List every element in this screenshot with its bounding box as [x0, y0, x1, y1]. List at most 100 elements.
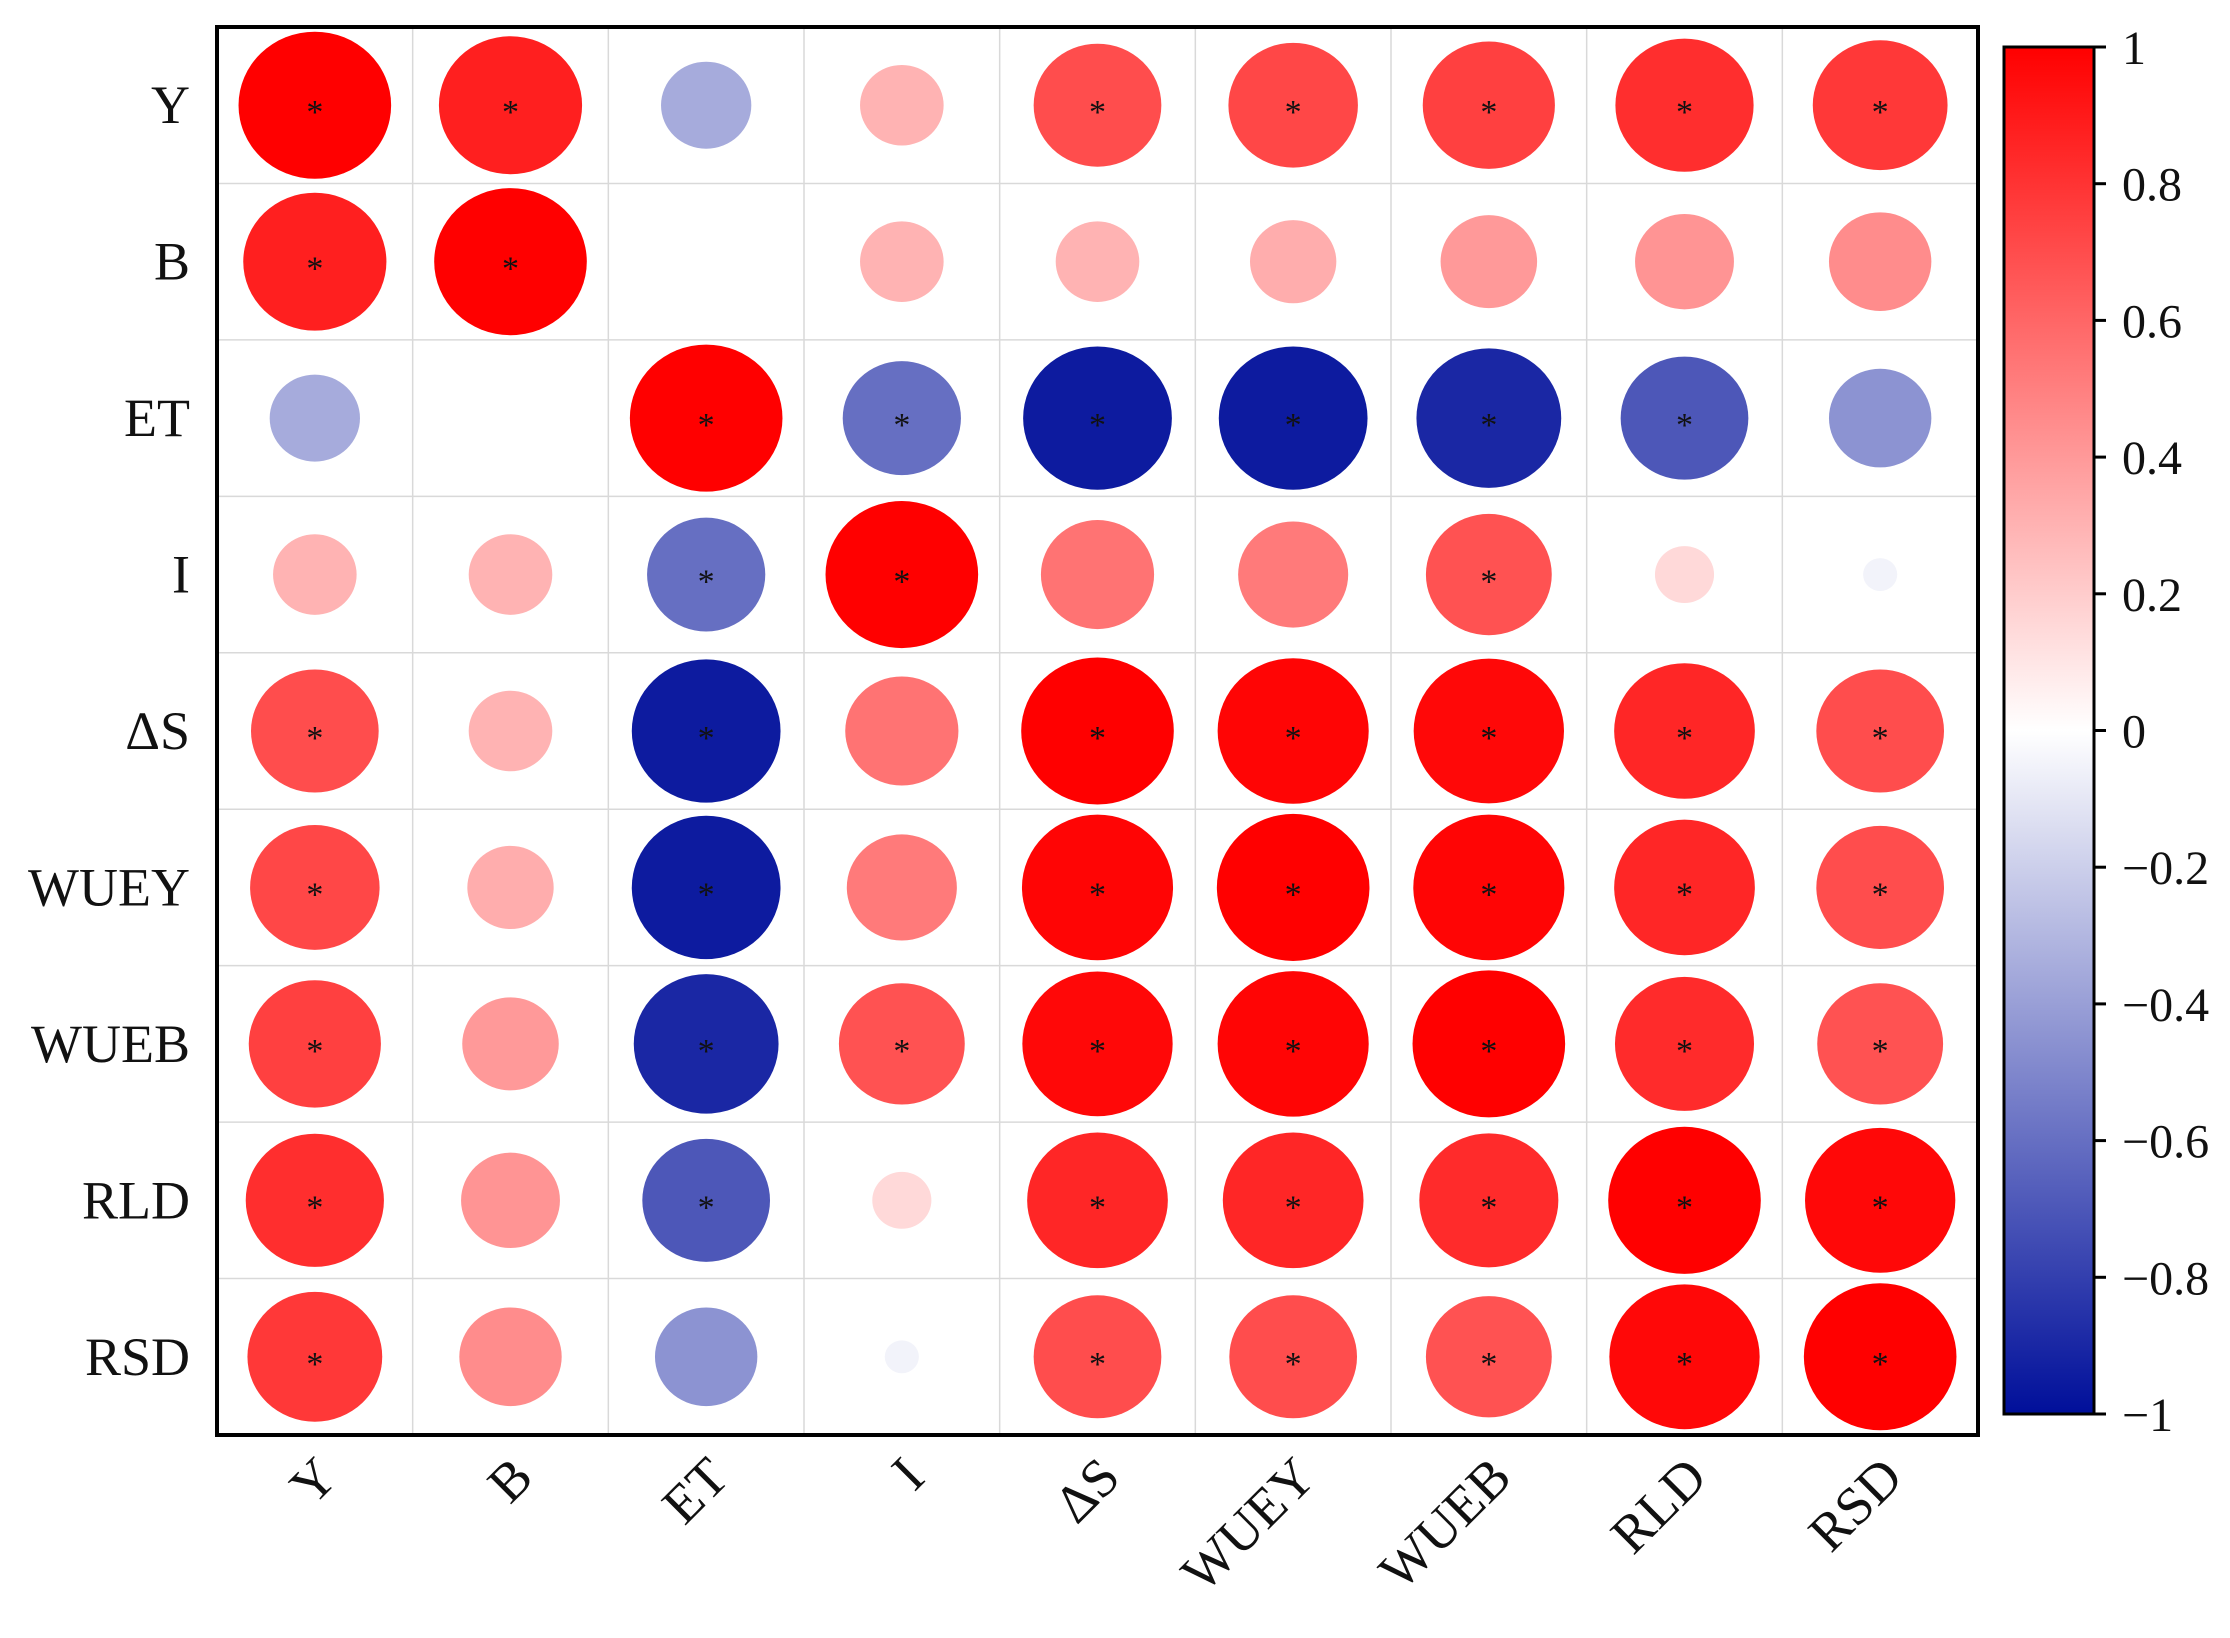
corr-circle-ΔS-ΔS	[1021, 657, 1174, 805]
significance-marker: *	[1480, 407, 1497, 444]
corr-circle-WUEY-B	[467, 845, 554, 930]
significance-marker: *	[1089, 1189, 1106, 1226]
significance-marker: *	[1872, 1346, 1889, 1383]
corr-circle-RSD-ET	[654, 1307, 758, 1407]
column-label: RSD	[1797, 1446, 1914, 1563]
corr-circle-ET-I	[842, 361, 961, 476]
significance-marker: *	[1676, 1346, 1693, 1383]
row-label: WUEB	[31, 1014, 190, 1074]
colorbar-tick-label: 0.4	[2122, 432, 2182, 485]
corr-circle-Y-WUEY	[1228, 42, 1358, 168]
significance-marker: *	[1089, 407, 1106, 444]
corr-circle-Y-ΔS	[1033, 43, 1162, 167]
significance-marker: *	[698, 1033, 715, 1070]
significance-marker: *	[306, 94, 323, 131]
colorbar-tick-label: 0	[2122, 706, 2146, 759]
column-label: B	[476, 1446, 544, 1514]
row-label: I	[172, 545, 190, 605]
significance-marker: *	[698, 720, 715, 757]
corr-circle-RSD-B	[459, 1307, 562, 1407]
significance-marker: *	[1676, 407, 1693, 444]
corr-circle-Y-RSD	[1812, 40, 1948, 171]
corr-circle-WUEB-ET	[633, 974, 779, 1114]
corr-circle-WUEY-ΔS	[1021, 814, 1174, 961]
significance-marker: *	[1872, 1033, 1889, 1070]
corr-circle-WUEY-ET	[631, 815, 781, 960]
significance-marker: *	[306, 1346, 323, 1383]
significance-marker: *	[1676, 1033, 1693, 1070]
corr-circle-ΔS-WUEB	[1413, 658, 1564, 804]
significance-marker: *	[1089, 1033, 1106, 1070]
significance-marker: *	[1480, 564, 1497, 601]
row-label: ΔS	[125, 701, 190, 761]
corr-circle-RLD-WUEY	[1222, 1132, 1364, 1269]
row-label: B	[154, 232, 190, 292]
significance-marker: *	[1480, 1189, 1497, 1226]
corr-circle-Y-Y	[238, 31, 392, 179]
corr-circle-RLD-ΔS	[1027, 1132, 1168, 1269]
corr-circle-WUEY-I	[846, 834, 957, 941]
column-label: WUEB	[1367, 1446, 1522, 1601]
corr-circle-WUEB-RSD	[1817, 983, 1944, 1105]
significance-marker: *	[1285, 720, 1302, 757]
colorbar-ticks: 1 0.8 0.6 0.4 0.2 0 −0.2 −0.4 −0.6 −0.8 −1	[2094, 22, 2209, 1442]
corr-circle-I-WUEY	[1238, 521, 1349, 628]
corr-circle-WUEY-WUEB	[1413, 814, 1565, 961]
significance-marker: *	[306, 720, 323, 757]
row-label: ET	[124, 388, 190, 448]
significance-marker: *	[1089, 94, 1106, 131]
significance-marker: *	[1480, 876, 1497, 913]
corr-circle-RLD-RLD	[1608, 1126, 1761, 1274]
significance-marker: *	[1285, 1346, 1302, 1383]
corr-circle-ET-ΔS	[1023, 346, 1172, 490]
corr-circle-B-B	[434, 188, 587, 336]
corr-circle-Y-I	[860, 64, 944, 146]
corr-circle-B-RSD	[1828, 212, 1932, 311]
corr-circle-RLD-RSD	[1805, 1127, 1956, 1273]
corr-circle-ΔS-RLD	[1614, 663, 1755, 799]
corr-circle-WUEB-WUEY	[1217, 971, 1369, 1117]
significance-marker: *	[1676, 1189, 1693, 1226]
column-label: ΔS	[1043, 1446, 1131, 1534]
significance-marker: *	[1285, 876, 1302, 913]
corr-circle-RSD-ΔS	[1033, 1295, 1162, 1419]
significance-marker: *	[1285, 94, 1302, 131]
colorbar-tick-label: −0.4	[2122, 979, 2209, 1032]
colorbar: 1 0.8 0.6 0.4 0.2 0 −0.2 −0.4 −0.6 −0.8 −1	[2002, 22, 2209, 1442]
corr-circle-B-RLD	[1635, 214, 1734, 310]
corr-circle-ΔS-ET	[631, 659, 781, 803]
significance-marker: *	[1872, 720, 1889, 757]
corr-circle-Y-ET	[661, 61, 752, 149]
corr-circle-ET-WUEB	[1416, 348, 1562, 488]
corr-circle-ET-WUEY	[1218, 346, 1368, 490]
corr-circle-RLD-B	[461, 1152, 560, 1248]
corr-circle-RLD-WUEB	[1419, 1133, 1559, 1268]
corr-circle-WUEY-WUEY	[1216, 813, 1370, 961]
corr-circle-ET-Y	[269, 374, 360, 462]
significance-marker: *	[893, 564, 910, 601]
significance-marker: *	[1872, 94, 1889, 131]
corr-circle-WUEB-Y	[248, 980, 381, 1108]
corr-circle-RSD-RSD	[1803, 1283, 1957, 1431]
significance-marker: *	[1676, 876, 1693, 913]
corr-circle-WUEB-B	[462, 997, 559, 1091]
corr-circle-WUEY-Y	[250, 825, 380, 950]
corr-circle-RSD-RLD	[1609, 1284, 1760, 1430]
colorbar-tick-label: 1	[2122, 22, 2146, 75]
corr-circle-ΔS-WUEY	[1217, 658, 1369, 804]
significance-marker: *	[698, 1189, 715, 1226]
corr-circle-ΔS-B	[468, 690, 553, 772]
corr-circle-WUEB-RLD	[1614, 976, 1755, 1111]
colorbar-tick-label: −1	[2122, 1389, 2173, 1442]
significance-marker: *	[306, 1189, 323, 1226]
correlation-cells: * * * * * * * * * * * * * * * * * * * * * * * * * * * * * * * * * * * * * * * *…	[238, 31, 1957, 1431]
corr-circle-WUEY-RLD	[1614, 819, 1755, 956]
corr-circle-RLD-ET	[642, 1138, 771, 1262]
significance-marker: *	[1480, 1346, 1497, 1383]
significance-marker: *	[1089, 876, 1106, 913]
corr-circle-ΔS-RSD	[1816, 669, 1945, 793]
significance-marker: *	[698, 564, 715, 601]
corr-circle-ET-RSD	[1828, 368, 1932, 468]
corr-circle-Y-B	[438, 36, 583, 175]
